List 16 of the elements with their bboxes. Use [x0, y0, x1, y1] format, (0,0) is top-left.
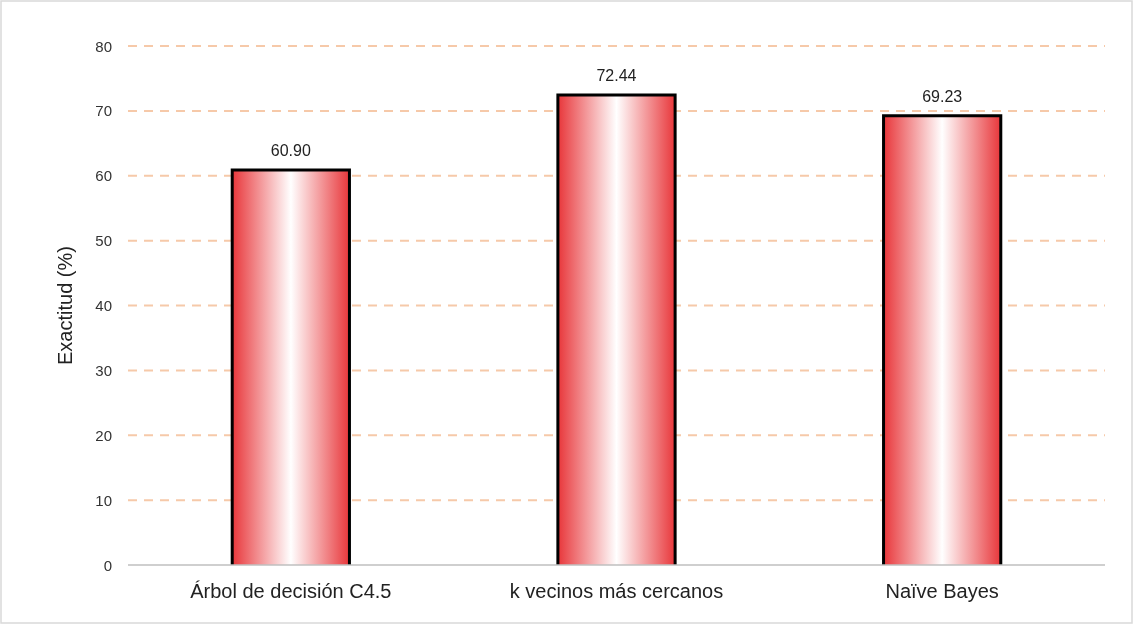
- y-tick-label: 20: [95, 426, 112, 444]
- data-label: 60.90: [270, 141, 311, 159]
- y-tick-label: 40: [95, 297, 112, 314]
- y-axis-title: Exactitud (%): [54, 246, 76, 365]
- x-tick-label: Árbol de decisión C4.5: [190, 580, 392, 602]
- y-tick-label: 30: [95, 361, 112, 379]
- x-tick-label: k vecinos más cercanos: [509, 580, 724, 602]
- x-tick-label: Naïve Bayes: [885, 580, 999, 602]
- y-tick-label: 0: [103, 556, 112, 574]
- data-label: 69.23: [922, 87, 963, 105]
- data-label: 72.44: [596, 67, 637, 85]
- y-tick-label: 80: [95, 37, 112, 55]
- y-tick-label: 50: [95, 232, 112, 250]
- y-tick-label: 10: [95, 491, 112, 509]
- y-tick-label: 70: [95, 102, 112, 120]
- y-tick-label: 60: [95, 167, 112, 185]
